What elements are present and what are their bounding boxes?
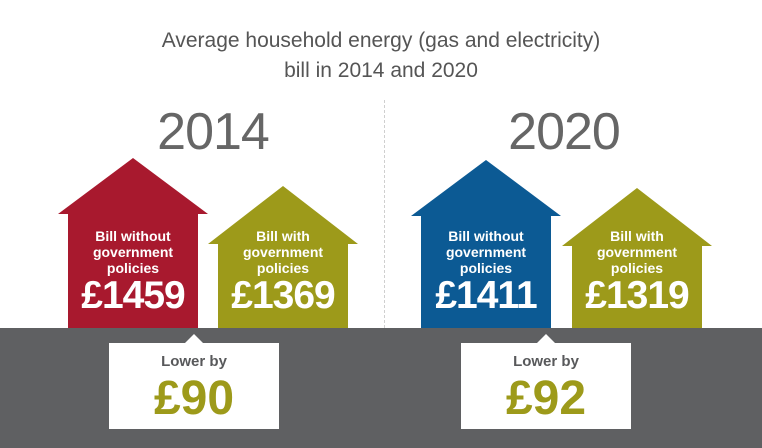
house-label: Bill with government policies — [242, 228, 324, 276]
house-fill — [562, 188, 712, 328]
chart-title-line-2: bill in 2014 and 2020 — [284, 59, 478, 82]
bill-amount: £1319 — [585, 274, 689, 317]
bill-amount: £1411 — [435, 274, 537, 317]
house-label: Bill without government policies — [445, 228, 527, 276]
bill-amount: £1369 — [231, 274, 335, 317]
bill-amount: £1459 — [81, 274, 185, 317]
chart-title: Average household energy (gas and electr… — [0, 26, 762, 86]
difference-label: Lower by — [161, 353, 227, 370]
house-2014-without-policies: Bill without government policies £1459 — [58, 158, 208, 328]
difference-label: Lower by — [513, 353, 579, 370]
callout-notch — [536, 334, 556, 344]
house-shape — [411, 160, 561, 328]
house-2020-with-policies: Bill with government policies £1319 — [562, 188, 712, 328]
house-2014-with-policies: Bill with government policies £1369 — [208, 186, 358, 328]
difference-value: £90 — [153, 372, 235, 425]
house-label: Bill without government policies — [92, 228, 174, 276]
house-shape — [562, 188, 712, 328]
house-fill — [411, 160, 561, 328]
difference-box-2020: Lower by £92 — [461, 334, 631, 429]
house-fill — [58, 158, 208, 328]
house-label: Bill with government policies — [596, 228, 678, 276]
house-shape — [58, 158, 208, 328]
house-fill — [208, 186, 358, 328]
year-label-2020: 2020 — [508, 103, 621, 161]
chart-title-line-1: Average household energy (gas and electr… — [161, 29, 601, 52]
difference-value: £92 — [505, 372, 587, 425]
difference-box-2014: Lower by £90 — [109, 334, 279, 429]
callout-notch — [184, 334, 204, 344]
panel-divider — [384, 100, 385, 328]
house-shape — [208, 186, 358, 328]
year-label-2014: 2014 — [157, 103, 270, 161]
house-2020-without-policies: Bill without government policies £1411 — [411, 160, 561, 328]
